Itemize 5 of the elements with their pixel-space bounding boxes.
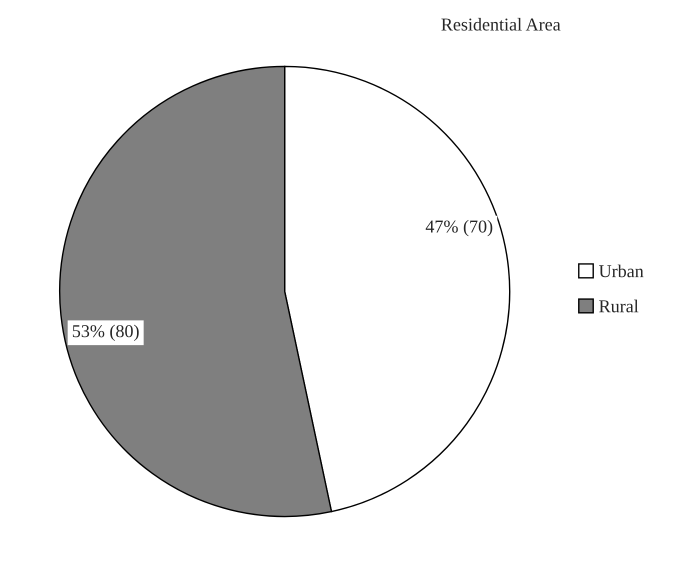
legend-label: Rural	[599, 300, 638, 312]
legend-label: Urban	[599, 264, 644, 278]
data-label: 47% (70)	[426, 220, 492, 236]
chart-title: Residential Area	[441, 18, 560, 31]
data-label: 53% (80)	[72, 324, 139, 341]
